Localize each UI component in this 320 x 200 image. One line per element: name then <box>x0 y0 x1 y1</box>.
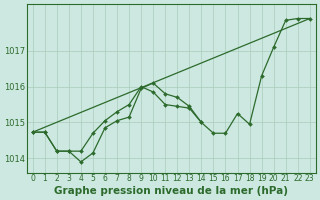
X-axis label: Graphe pression niveau de la mer (hPa): Graphe pression niveau de la mer (hPa) <box>54 186 288 196</box>
